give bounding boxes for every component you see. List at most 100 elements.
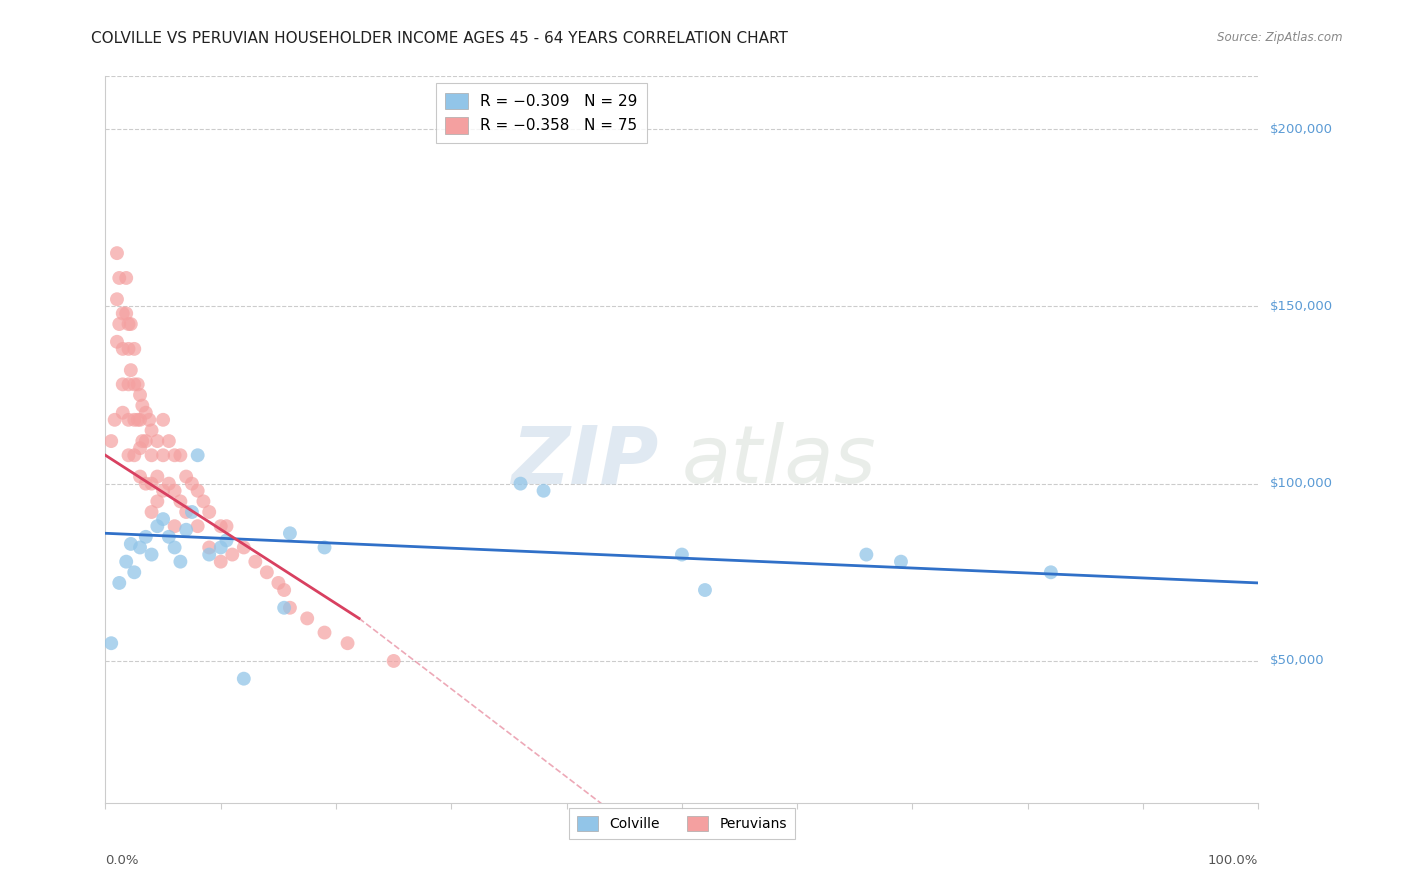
- Point: [215, 533, 238, 548]
- Text: $50,000: $50,000: [1270, 655, 1324, 667]
- Point: [169, 494, 191, 508]
- Point: [141, 448, 163, 462]
- Point: [169, 448, 191, 462]
- Point: [198, 505, 221, 519]
- Point: [115, 306, 138, 320]
- Point: [187, 483, 209, 498]
- Point: [127, 377, 149, 392]
- Point: [146, 494, 169, 508]
- Point: [157, 476, 180, 491]
- Point: [174, 505, 197, 519]
- Point: [104, 413, 127, 427]
- Point: [115, 555, 138, 569]
- Point: [209, 555, 232, 569]
- Point: [100, 434, 122, 448]
- Point: [129, 441, 152, 455]
- Point: [273, 600, 295, 615]
- Point: [163, 519, 186, 533]
- Point: [180, 476, 204, 491]
- Text: $100,000: $100,000: [1270, 477, 1333, 490]
- Point: [124, 413, 146, 427]
- Point: [163, 541, 186, 555]
- Point: [146, 519, 169, 533]
- Point: [105, 334, 128, 349]
- Text: 100.0%: 100.0%: [1208, 854, 1258, 867]
- Point: [152, 483, 174, 498]
- Point: [141, 505, 163, 519]
- Point: [174, 523, 197, 537]
- Text: COLVILLE VS PERUVIAN HOUSEHOLDER INCOME AGES 45 - 64 YEARS CORRELATION CHART: COLVILLE VS PERUVIAN HOUSEHOLDER INCOME …: [91, 31, 789, 46]
- Point: [221, 548, 243, 562]
- Point: [336, 636, 359, 650]
- Point: [209, 541, 232, 555]
- Point: [232, 541, 254, 555]
- Text: atlas: atlas: [682, 422, 877, 500]
- Point: [157, 530, 180, 544]
- Point: [267, 576, 290, 591]
- Point: [533, 483, 555, 498]
- Point: [855, 548, 877, 562]
- Point: [152, 413, 174, 427]
- Point: [120, 317, 142, 331]
- Point: [232, 672, 254, 686]
- Point: [135, 476, 157, 491]
- Point: [120, 363, 142, 377]
- Point: [129, 388, 152, 402]
- Point: [131, 399, 153, 413]
- Point: [138, 413, 160, 427]
- Point: [120, 537, 142, 551]
- Point: [111, 406, 134, 420]
- Point: [273, 582, 295, 597]
- Point: [163, 448, 186, 462]
- Point: [124, 342, 146, 356]
- Point: [198, 548, 221, 562]
- Point: [152, 512, 174, 526]
- Point: [124, 448, 146, 462]
- Point: [215, 519, 238, 533]
- Point: [117, 377, 139, 392]
- Point: [127, 413, 149, 427]
- Point: [193, 494, 215, 508]
- Text: Source: ZipAtlas.com: Source: ZipAtlas.com: [1218, 31, 1343, 45]
- Point: [115, 271, 138, 285]
- Point: [180, 505, 204, 519]
- Point: [146, 434, 169, 448]
- Point: [129, 541, 152, 555]
- Point: [146, 469, 169, 483]
- Point: [509, 476, 531, 491]
- Point: [671, 548, 693, 562]
- Point: [278, 526, 301, 541]
- Point: [198, 541, 221, 555]
- Point: [108, 576, 131, 591]
- Point: [111, 342, 134, 356]
- Point: [314, 625, 336, 640]
- Point: [245, 555, 267, 569]
- Point: [209, 519, 232, 533]
- Point: [117, 342, 139, 356]
- Point: [129, 413, 152, 427]
- Point: [111, 306, 134, 320]
- Point: [135, 530, 157, 544]
- Point: [187, 448, 209, 462]
- Point: [131, 434, 153, 448]
- Point: [105, 246, 128, 260]
- Point: [152, 448, 174, 462]
- Point: [124, 377, 146, 392]
- Point: [163, 483, 186, 498]
- Point: [890, 555, 912, 569]
- Point: [117, 448, 139, 462]
- Point: [278, 600, 301, 615]
- Point: [256, 566, 278, 580]
- Point: [135, 406, 157, 420]
- Point: [382, 654, 405, 668]
- Text: $200,000: $200,000: [1270, 122, 1333, 136]
- Point: [693, 582, 716, 597]
- Point: [108, 271, 131, 285]
- Point: [108, 317, 131, 331]
- Point: [129, 469, 152, 483]
- Point: [141, 476, 163, 491]
- Point: [135, 434, 157, 448]
- Point: [157, 434, 180, 448]
- Point: [124, 566, 146, 580]
- Point: [105, 292, 128, 306]
